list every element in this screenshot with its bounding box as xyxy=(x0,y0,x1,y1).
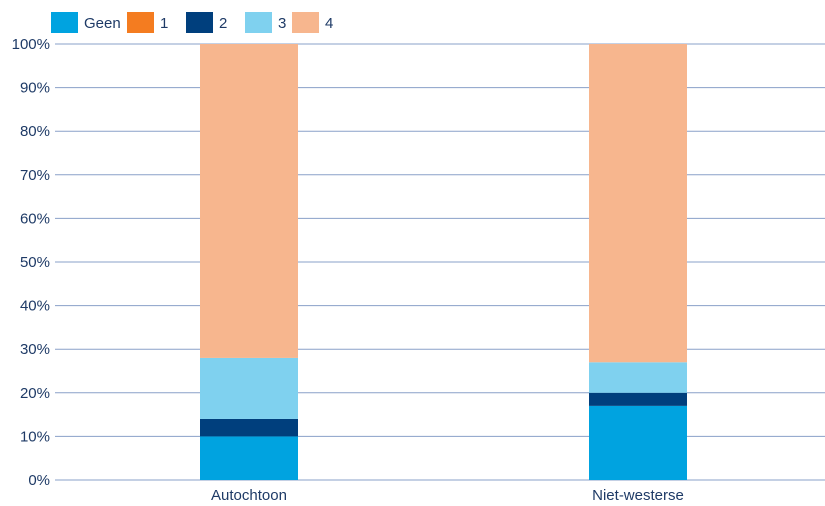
legend-label: 2 xyxy=(219,15,227,32)
legend-label: 3 xyxy=(278,15,286,32)
y-tick-label: 80% xyxy=(20,123,50,140)
legend-label: 1 xyxy=(160,15,168,32)
legend-swatch xyxy=(186,12,213,33)
legend-swatch xyxy=(245,12,272,33)
bar-segment xyxy=(589,44,687,363)
bar-segment xyxy=(589,362,687,393)
legend-swatch xyxy=(127,12,154,33)
y-tick-label: 70% xyxy=(20,167,50,184)
grid-lines xyxy=(55,43,825,481)
y-tick-label: 90% xyxy=(20,80,50,97)
x-category-label: Autochtoon xyxy=(211,487,287,504)
legend-label: 4 xyxy=(325,15,333,32)
x-axis-labels: Autochtoon Niet-westerse xyxy=(211,487,684,504)
y-axis-ticks: 0% 10% 20% 30% 40% 50% 60% 70% 80% 90% 100% xyxy=(12,36,50,489)
legend: Geen 1 2 3 4 xyxy=(51,12,333,33)
bar-segment xyxy=(200,357,298,419)
y-tick-label: 10% xyxy=(20,428,50,445)
bar-segment xyxy=(589,392,687,406)
bar-segment xyxy=(200,418,298,437)
bar-segment xyxy=(200,436,298,480)
y-tick-label: 60% xyxy=(20,210,50,227)
legend-swatch xyxy=(292,12,319,33)
y-tick-label: 30% xyxy=(20,341,50,358)
y-tick-label: 40% xyxy=(20,298,50,315)
x-category-label: Niet-westerse xyxy=(592,487,684,504)
y-tick-label: 0% xyxy=(28,472,50,489)
legend-swatch xyxy=(51,12,78,33)
bar-segment xyxy=(200,44,298,358)
bars xyxy=(200,44,687,480)
bar-segment xyxy=(589,405,687,480)
y-tick-label: 100% xyxy=(12,36,50,53)
y-tick-label: 20% xyxy=(20,385,50,402)
y-tick-label: 50% xyxy=(20,254,50,271)
legend-label: Geen xyxy=(84,15,121,32)
